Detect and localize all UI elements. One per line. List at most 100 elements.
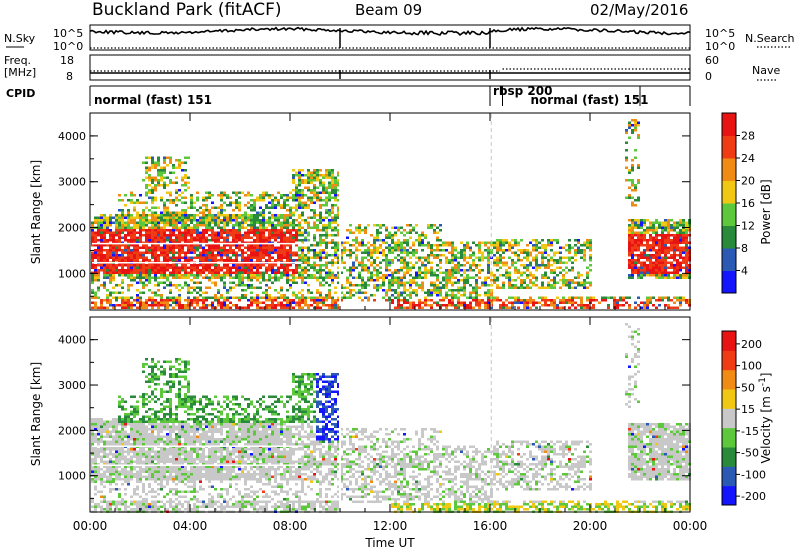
power-echo-cell <box>631 129 634 132</box>
power-echo-cell <box>481 256 484 259</box>
power-echo-cell <box>256 226 259 229</box>
power-echo-cell <box>496 241 499 244</box>
power-echo-cell <box>178 304 181 307</box>
power-echo-cell <box>214 234 217 237</box>
power-echo-cell <box>331 174 334 177</box>
power-echo-cell <box>403 259 406 262</box>
power-echo-cell <box>547 276 550 279</box>
power-echo-cell <box>388 234 391 237</box>
power-echo-cell <box>160 301 163 304</box>
power-echo-cell <box>247 269 250 272</box>
power-echo-cell <box>238 226 241 229</box>
power-echo-cell <box>127 269 130 272</box>
power-echo-cell <box>232 201 235 204</box>
power-echo-cell <box>631 224 634 227</box>
power-echo-cell <box>334 249 337 252</box>
power-echo-cell <box>328 194 331 197</box>
power-echo-cell <box>214 216 217 219</box>
power-echo-cell <box>658 239 661 242</box>
power-echo-cell <box>238 266 241 269</box>
power-echo-cell <box>322 284 325 287</box>
power-echo-cell <box>325 171 328 174</box>
power-echo-cell <box>97 234 100 237</box>
power-echo-cell <box>379 271 382 274</box>
power-echo-cell <box>325 299 328 302</box>
power-echo-cell <box>178 269 181 272</box>
power-echo-cell <box>259 221 262 224</box>
power-echo-cell <box>112 246 115 249</box>
power-echo-cell <box>574 244 577 247</box>
power-echo-cell <box>514 284 517 287</box>
power-echo-cell <box>538 286 541 289</box>
power-echo-cell <box>400 241 403 244</box>
power-echo-cell <box>616 301 619 304</box>
power-echo-cell <box>208 226 211 229</box>
velocity-echo-cell <box>106 448 109 451</box>
power-echo-cell <box>478 306 481 309</box>
power-echo-cell <box>133 304 136 307</box>
power-echo-cell <box>670 241 673 244</box>
power-echo-cell <box>337 216 340 219</box>
power-echo-cell <box>232 241 235 244</box>
power-echo-cell <box>94 269 97 272</box>
velocity-echo-cell <box>100 480 103 483</box>
power-echo-cell <box>334 241 337 244</box>
colorbar-swatch <box>722 135 736 159</box>
power-echo-cell <box>535 301 538 304</box>
power-echo-cell <box>331 279 334 282</box>
power-echo-cell <box>166 156 169 159</box>
power-echo-cell <box>268 246 271 249</box>
power-echo-cell <box>520 271 523 274</box>
power-echo-cell <box>289 286 292 289</box>
power-echo-cell <box>487 259 490 262</box>
power-echo-cell <box>178 271 181 274</box>
power-echo-cell <box>115 264 118 267</box>
power-echo-cell <box>424 276 427 279</box>
power-echo-cell <box>277 204 280 207</box>
power-echo-cell <box>217 269 220 272</box>
power-echo-cell <box>265 306 268 309</box>
power-echo-cell <box>400 281 403 284</box>
power-echo-cell <box>181 209 184 212</box>
power-echo-cell <box>679 301 682 304</box>
power-echo-cell <box>529 261 532 264</box>
power-echo-cell <box>163 276 166 279</box>
power-echo-cell <box>274 296 277 299</box>
power-echo-cell <box>295 251 298 254</box>
power-echo-cell <box>304 231 307 234</box>
power-echo-cell <box>376 289 379 292</box>
power-echo-cell <box>325 199 328 202</box>
power-echo-cell <box>328 224 331 227</box>
power-echo-cell <box>295 196 298 199</box>
power-echo-cell <box>100 259 103 262</box>
power-echo-cell <box>316 299 319 302</box>
power-echo-cell <box>445 306 448 309</box>
power-echo-cell <box>442 299 445 302</box>
power-echo-cell <box>166 221 169 224</box>
power-echo-cell <box>199 269 202 272</box>
velocity-echo-cell <box>106 430 109 433</box>
power-echo-cell <box>166 304 169 307</box>
velocity-echo-cell <box>103 500 106 503</box>
power-echo-cell <box>196 226 199 229</box>
power-echo-cell <box>118 244 121 247</box>
power-echo-cell <box>679 249 682 252</box>
power-echo-cell <box>214 299 217 302</box>
power-echo-cell <box>448 241 451 244</box>
power-echo-cell <box>565 266 568 269</box>
power-echo-cell <box>130 296 133 299</box>
power-echo-cell <box>676 306 679 309</box>
power-echo-cell <box>250 296 253 299</box>
power-echo-cell <box>250 254 253 257</box>
power-echo-cell <box>385 299 388 302</box>
power-echo-cell <box>550 256 553 259</box>
power-echo-cell <box>274 299 277 302</box>
power-echo-cell <box>235 276 238 279</box>
power-echo-cell <box>328 221 331 224</box>
power-echo-cell <box>439 224 442 227</box>
power-echo-cell <box>187 234 190 237</box>
power-echo-cell <box>202 196 205 199</box>
power-echo-cell <box>133 279 136 282</box>
power-echo-cell <box>685 249 688 252</box>
power-echo-cell <box>421 281 424 284</box>
